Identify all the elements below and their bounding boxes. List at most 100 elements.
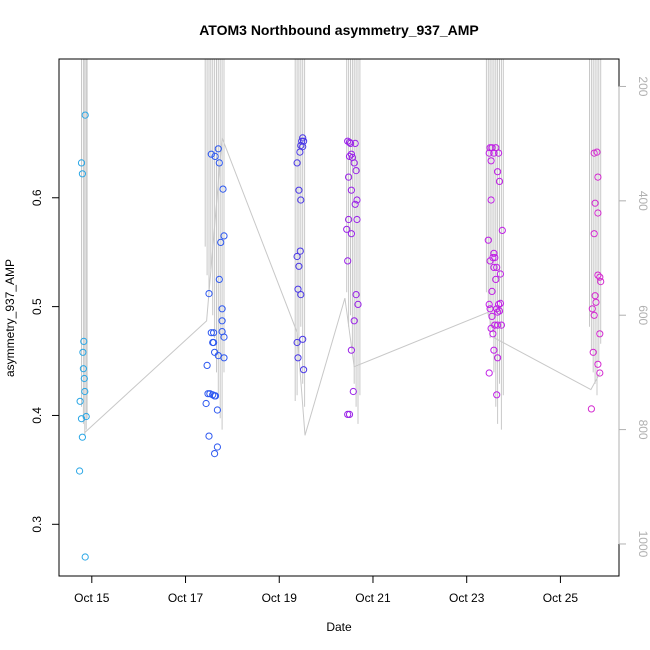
point-s4-17 bbox=[493, 263, 501, 271]
point-s0-6 bbox=[79, 365, 88, 373]
point-s5-9 bbox=[591, 292, 599, 300]
point-s1-28 bbox=[205, 432, 213, 440]
point-s5-3 bbox=[591, 199, 599, 207]
point-s1-14 bbox=[220, 333, 228, 341]
point-s1-9 bbox=[218, 305, 226, 313]
point-s5-2 bbox=[594, 173, 602, 181]
point-s1-29 bbox=[213, 443, 221, 451]
point-s1-3 bbox=[215, 159, 223, 167]
point-s2-11 bbox=[295, 262, 303, 270]
point-s0-5 bbox=[80, 337, 88, 345]
point-s1-16 bbox=[210, 338, 218, 347]
point-s2-0 bbox=[299, 134, 307, 142]
y-axis: 0.3 0.4 0.5 0.6 bbox=[30, 189, 60, 533]
point-s4-21 bbox=[485, 300, 493, 308]
data-points-group bbox=[76, 111, 605, 561]
point-s2-7 bbox=[295, 186, 303, 194]
point-s3-2 bbox=[346, 139, 355, 147]
point-s3-20 bbox=[350, 317, 358, 325]
x-tick-label-1: Oct 17 bbox=[168, 591, 204, 605]
right-y-axis: 200 400 600 800 1000 bbox=[618, 76, 650, 558]
y-tick-label-1: 0.4 bbox=[30, 407, 44, 424]
point-s1-8 bbox=[205, 290, 213, 298]
point-s2-15 bbox=[293, 338, 301, 347]
point-s4-35 bbox=[494, 354, 502, 362]
point-s1-0 bbox=[207, 150, 215, 158]
point-s3-8 bbox=[352, 167, 360, 175]
point-s1-7 bbox=[215, 275, 223, 283]
point-s4-18 bbox=[496, 270, 504, 278]
point-s3-4 bbox=[347, 150, 355, 158]
y-tick-label-3: 0.6 bbox=[30, 189, 44, 206]
point-s4-30 bbox=[494, 321, 502, 329]
y2-tick-label-0: 200 bbox=[636, 76, 650, 96]
point-s2-9 bbox=[296, 247, 304, 255]
point-s4-0 bbox=[486, 144, 494, 152]
point-s0-11 bbox=[78, 433, 87, 441]
y2-tick-label-3: 800 bbox=[636, 420, 650, 440]
point-s4-27 bbox=[495, 307, 504, 315]
point-s5-4 bbox=[594, 209, 602, 217]
point-s4-23 bbox=[496, 299, 504, 307]
point-s2-14 bbox=[299, 335, 307, 343]
point-s1-20 bbox=[203, 361, 211, 369]
point-s3-18 bbox=[352, 291, 360, 299]
point-s0-2 bbox=[81, 111, 89, 119]
point-s5-1 bbox=[593, 148, 601, 156]
point-s2-17 bbox=[300, 366, 308, 374]
baseline-trace bbox=[84, 137, 601, 436]
point-s4-14 bbox=[491, 254, 499, 262]
point-s4-10 bbox=[498, 226, 506, 234]
point-s5-14 bbox=[589, 348, 597, 356]
x-tick-label-0: Oct 15 bbox=[74, 591, 110, 605]
point-s3-24 bbox=[345, 410, 354, 418]
point-s2-13 bbox=[297, 291, 305, 299]
point-s4-19 bbox=[492, 275, 500, 283]
point-s4-31 bbox=[497, 321, 505, 329]
point-s5-13 bbox=[596, 330, 604, 338]
point-s2-4 bbox=[299, 143, 307, 151]
point-s0-1 bbox=[78, 170, 87, 178]
point-s3-3 bbox=[351, 139, 359, 147]
y-tick-label-0: 0.3 bbox=[30, 516, 44, 533]
point-s2-5 bbox=[296, 148, 304, 156]
point-s4-6 bbox=[487, 157, 495, 165]
point-s3-16 bbox=[347, 230, 355, 238]
point-s3-12 bbox=[351, 200, 359, 208]
x-axis-label: Date bbox=[326, 620, 352, 634]
point-s4-8 bbox=[495, 177, 504, 185]
point-s5-12 bbox=[590, 311, 598, 319]
point-s1-4 bbox=[219, 185, 227, 193]
point-s4-33 bbox=[489, 330, 497, 338]
point-s3-7 bbox=[350, 159, 358, 167]
point-s5-11 bbox=[588, 305, 596, 313]
point-s5-15 bbox=[594, 360, 602, 368]
point-s3-19 bbox=[354, 300, 362, 308]
point-s5-16 bbox=[596, 369, 604, 377]
point-s0-10 bbox=[82, 412, 90, 421]
point-s4-3 bbox=[485, 149, 493, 157]
y2-tick-label-4: 1000 bbox=[636, 531, 650, 558]
point-s2-8 bbox=[297, 196, 305, 204]
x-axis: Oct 15 Oct 17 Oct 19 Oct 21 Oct 23 Oct 25 bbox=[74, 575, 578, 605]
point-s5-5 bbox=[590, 230, 598, 238]
point-s4-7 bbox=[494, 168, 502, 176]
point-s4-11 bbox=[484, 236, 492, 244]
point-s3-21 bbox=[347, 346, 355, 354]
point-s3-9 bbox=[345, 173, 353, 181]
point-s0-12 bbox=[76, 467, 84, 475]
point-s0-0 bbox=[77, 159, 86, 167]
point-s1-12 bbox=[210, 329, 218, 337]
point-s2-10 bbox=[293, 252, 301, 261]
point-s0-8 bbox=[81, 387, 89, 396]
point-s1-27 bbox=[213, 406, 221, 414]
x-tick-label-2: Oct 19 bbox=[262, 591, 298, 605]
point-s4-9 bbox=[487, 196, 495, 204]
point-s4-15 bbox=[486, 257, 494, 265]
point-s3-10 bbox=[347, 186, 355, 194]
point-s3-14 bbox=[353, 215, 361, 224]
point-s0-13 bbox=[81, 553, 89, 561]
point-s1-19 bbox=[220, 354, 228, 362]
point-s1-11 bbox=[207, 329, 215, 337]
point-s1-2 bbox=[214, 145, 222, 153]
